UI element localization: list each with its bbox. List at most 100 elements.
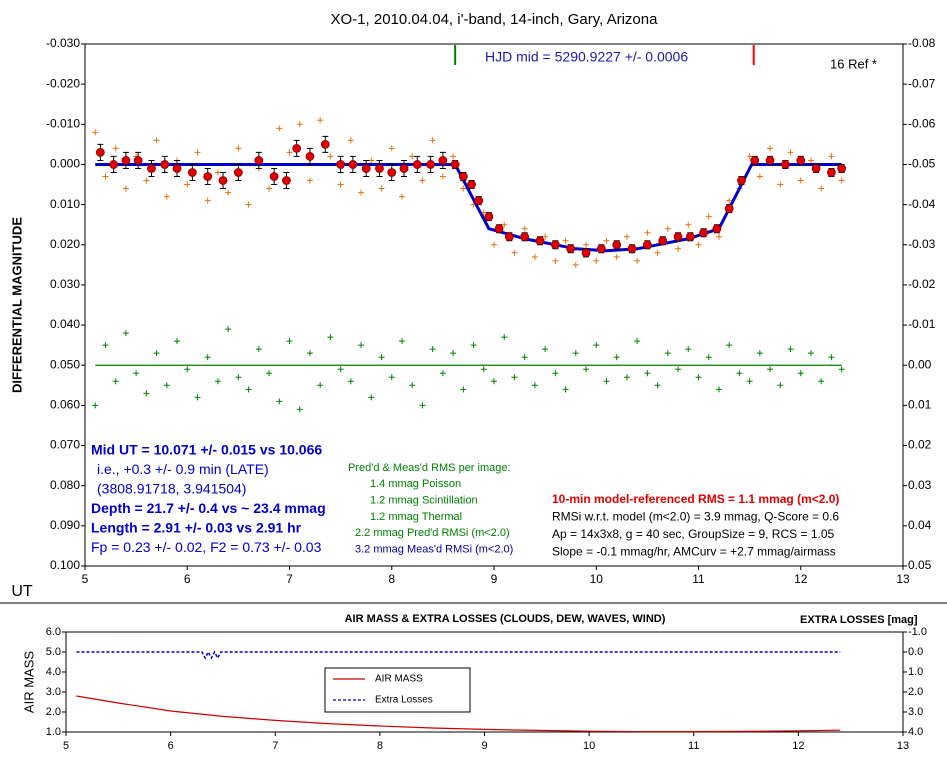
x-tick-label: 7 [286, 572, 293, 586]
binned-point [750, 156, 760, 165]
binned-point [160, 160, 170, 169]
binned-point [233, 168, 243, 177]
data-point [552, 257, 559, 264]
y-tick-label: 4.0 [46, 666, 61, 678]
data-point [644, 370, 651, 377]
binned-point [438, 156, 448, 165]
data-point [92, 129, 99, 136]
y2-tick-label: -0.04 [908, 197, 936, 211]
annotation: Fp = 0.23 +/- 0.02, F2 = 0.73 +/- 0.03 [91, 539, 322, 555]
x-tick-label: 13 [897, 740, 909, 752]
binned-point [504, 232, 514, 242]
y-tick-label: 0.020 [50, 237, 80, 251]
data-point [235, 145, 242, 152]
legend-box [324, 667, 471, 713]
y-tick-label: 0.030 [50, 277, 80, 291]
x-tick-label: 10 [590, 572, 604, 586]
data-point [756, 173, 763, 180]
data-point [746, 378, 753, 385]
data-point [531, 253, 538, 260]
data-point [521, 354, 528, 361]
data-point [204, 197, 211, 204]
data-point [296, 406, 303, 413]
data-point [715, 233, 722, 240]
y-tick-label: 0.100 [50, 558, 80, 572]
data-point [450, 350, 457, 357]
data-point [501, 221, 508, 228]
x-axis-label: UT [11, 583, 33, 600]
y-axis-label: AIR MASS [21, 651, 36, 713]
binned-point [95, 148, 105, 157]
data-point [695, 241, 702, 248]
data-point [429, 346, 436, 353]
binned-point [737, 176, 746, 185]
chart-title: XO-1, 2010.04.04, i'-band, 14-inch, Gary… [331, 11, 659, 28]
y2-tick-label: -0.05 [908, 157, 936, 171]
binned-point [109, 160, 119, 169]
y-tick-label: 0.070 [50, 438, 80, 452]
data-point [368, 157, 375, 164]
data-point [818, 378, 825, 385]
data-point [358, 342, 365, 349]
data-point [797, 177, 804, 184]
y2-tick-label: -0.02 [908, 277, 936, 291]
data-point [572, 350, 579, 357]
annotation: Slope = -0.1 mmag/hr, AMCurv = +2.7 mmag… [552, 545, 836, 559]
data-point [419, 402, 426, 409]
data-point [378, 185, 385, 192]
data-point [439, 173, 446, 180]
y-tick-label: 0.050 [50, 357, 80, 371]
annotation: 10-min model-referenced RMS = 1.1 mmag (… [552, 492, 839, 506]
y2-tick-label: 0.03 [908, 478, 932, 492]
annotation: 1.2 mmag Scintillation [370, 495, 478, 507]
data-point [214, 169, 221, 176]
data-point [337, 181, 344, 188]
y2-tick-label: -0.08 [908, 36, 936, 50]
data-point [726, 342, 733, 349]
data-point [317, 117, 324, 124]
data-point [613, 253, 620, 260]
data-point [296, 121, 303, 128]
y2-tick-label: 0.05 [908, 558, 932, 572]
binned-point [450, 160, 460, 169]
data-point [613, 354, 620, 361]
data-point [388, 145, 395, 152]
data-point [634, 338, 641, 345]
binned-point [458, 172, 468, 181]
data-point [828, 153, 835, 160]
y-tick-label: 0.000 [50, 157, 80, 171]
data-point [429, 137, 436, 144]
x-tick-label: 9 [481, 740, 487, 752]
binned-point [375, 164, 384, 173]
data-point [286, 149, 293, 156]
x-tick-label: 8 [377, 740, 383, 752]
y-tick-label: 2.0 [46, 706, 61, 718]
y2-tick-label: 4.0 [908, 726, 923, 738]
y2-tick-label: 2.0 [908, 686, 923, 698]
x-tick-label: 9 [491, 572, 498, 586]
ref-note: 16 Ref * [830, 56, 877, 71]
binned-point [254, 156, 264, 165]
data-point [398, 338, 405, 345]
y2-tick-label: -0.03 [908, 237, 936, 251]
binned-point [658, 236, 668, 246]
data-point [122, 185, 129, 192]
data-point [92, 402, 99, 409]
data-point [450, 153, 457, 160]
data-point [818, 185, 825, 192]
annotation: 3.2 mmag Meas'd RMSi (m<2.0) [355, 543, 513, 555]
y-tick-label: 0.090 [50, 518, 80, 532]
y-tick-label: -0.020 [46, 76, 80, 90]
binned-point [133, 156, 143, 165]
data-point [378, 354, 385, 361]
annotation: Ap = 14x3x8, g = 40 sec, GroupSize = 9, … [552, 527, 834, 541]
annotation: Mid UT = 10.071 +/- 0.015 vs 10.066 [91, 442, 322, 458]
data-point [347, 378, 354, 385]
data-point [225, 189, 232, 196]
data-point [163, 382, 170, 389]
x-tick-label: 5 [82, 572, 89, 586]
binned-point [550, 240, 560, 250]
data-point [266, 185, 273, 192]
x-tick-label: 13 [896, 572, 910, 586]
data-point [562, 386, 569, 393]
